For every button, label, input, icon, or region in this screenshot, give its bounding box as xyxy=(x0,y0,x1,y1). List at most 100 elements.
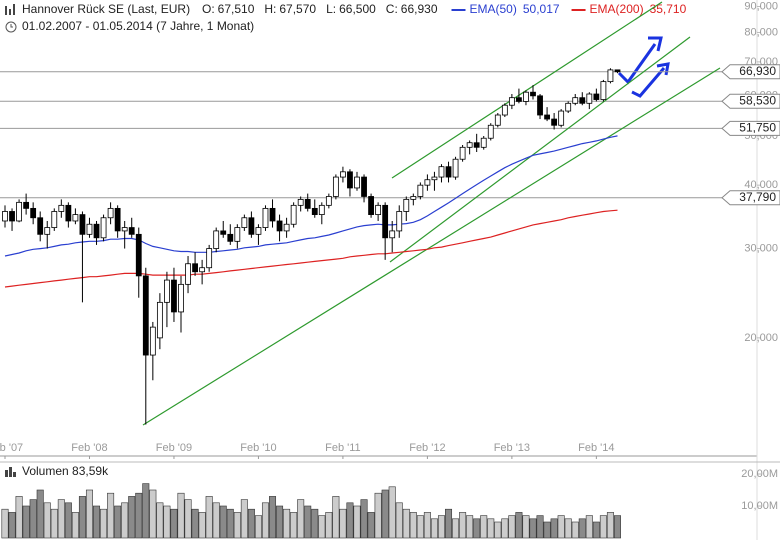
candle-body xyxy=(135,233,142,277)
candle-body xyxy=(128,227,135,235)
candle-body xyxy=(206,248,213,269)
candle-body xyxy=(199,267,206,273)
candle-body xyxy=(142,275,149,356)
candle-body xyxy=(424,179,431,186)
stat-value: 66,930 xyxy=(401,2,438,16)
candle-body xyxy=(51,211,58,228)
volume-bar xyxy=(522,515,530,539)
x-tick-label: Feb '14 xyxy=(578,442,614,454)
candle-body xyxy=(171,279,177,313)
candle-body xyxy=(410,196,417,200)
volume-bar xyxy=(212,502,220,539)
volume-bar xyxy=(107,492,115,539)
volume-bar xyxy=(606,512,614,539)
volume-bar xyxy=(29,499,37,539)
volume-bar xyxy=(578,518,586,539)
candle-body xyxy=(241,217,248,228)
x-tick-label: Feb '09 xyxy=(156,442,192,454)
volume-bar xyxy=(276,505,284,539)
volume-bar xyxy=(85,489,93,539)
legend-value: 50,017 xyxy=(523,2,560,16)
volume-bar xyxy=(15,496,23,539)
candle-body xyxy=(558,110,565,126)
candle-body xyxy=(156,301,163,339)
title-icon xyxy=(5,4,15,15)
volume-bar xyxy=(304,505,312,539)
volume-bar xyxy=(100,508,108,539)
candle-body xyxy=(276,220,283,232)
x-tick-label: Feb '08 xyxy=(71,442,107,454)
y-tick-label: 90,000 xyxy=(744,0,778,12)
candle-body xyxy=(403,198,410,212)
level-pointer xyxy=(721,64,780,80)
volume-bar xyxy=(121,502,129,539)
candle-body xyxy=(501,104,508,116)
volume-y-tick-label: 20,00M xyxy=(741,468,778,480)
volume-bar xyxy=(536,515,544,539)
volume-bar xyxy=(247,508,255,539)
candle-body xyxy=(220,230,227,235)
volume-bar xyxy=(261,502,269,539)
volume-bar xyxy=(564,518,572,539)
volume-bar xyxy=(388,486,396,539)
volume-title: Volumen 83,59k xyxy=(22,464,109,478)
candle-body xyxy=(614,69,621,73)
volume-bar xyxy=(64,502,72,539)
candle-body xyxy=(586,93,593,104)
volume-bar xyxy=(226,508,234,539)
volume-bar xyxy=(599,515,607,539)
legend-label: EMA(50) xyxy=(470,2,517,16)
chart-title: Hannover Rück SE (Last, EUR) xyxy=(22,2,190,16)
volume-bar xyxy=(269,496,277,539)
volume-bar xyxy=(374,492,382,539)
candle-body xyxy=(44,227,51,235)
candle-body xyxy=(438,166,445,178)
candle-body xyxy=(565,102,572,112)
volume-bar xyxy=(283,508,291,539)
candle-body xyxy=(452,158,459,178)
candle-body xyxy=(340,171,346,178)
chart-subtitle: 01.02.2007 - 01.05.2014 (7 Jahre, 1 Mona… xyxy=(22,19,254,33)
candle-body xyxy=(354,176,360,189)
volume-bar xyxy=(325,512,333,539)
volume-bar xyxy=(466,515,474,539)
candle-body xyxy=(445,166,452,178)
candle-body xyxy=(86,223,93,235)
volume-bar xyxy=(311,508,319,539)
candle-body xyxy=(37,217,44,235)
candle-body xyxy=(368,196,374,215)
volume-bar xyxy=(346,502,354,539)
candle-body xyxy=(262,207,269,228)
candle-body xyxy=(164,279,170,303)
volume-bar xyxy=(36,489,44,539)
x-tick-label: Feb '10 xyxy=(240,442,276,454)
volume-bar xyxy=(71,512,79,539)
candle-body xyxy=(93,223,100,239)
candle-body xyxy=(185,263,191,285)
candle-body xyxy=(213,230,220,249)
level-label: 51,750 xyxy=(739,121,776,135)
candle-body xyxy=(248,217,255,235)
y-tick-label: 80,000 xyxy=(744,26,778,38)
volume-bar xyxy=(592,521,600,539)
x-tick-label: Feb '13 xyxy=(494,442,530,454)
candle-body xyxy=(494,114,501,126)
candle-body xyxy=(304,198,311,209)
volume-bar xyxy=(142,483,150,539)
volume-bar xyxy=(543,521,551,539)
candle-body xyxy=(508,97,515,106)
stat-name: H: xyxy=(264,2,276,16)
candle-body xyxy=(58,204,65,212)
volume-bar xyxy=(430,518,438,539)
stat-value: 66,500 xyxy=(339,2,376,16)
volume-bar xyxy=(128,496,136,539)
volume-bar xyxy=(170,508,178,539)
volume-bar xyxy=(515,512,523,539)
candle-body xyxy=(114,207,121,232)
candle-body xyxy=(480,137,487,148)
trend-lines xyxy=(142,1,721,426)
volume-bar xyxy=(550,518,558,539)
candle-body xyxy=(382,204,389,239)
